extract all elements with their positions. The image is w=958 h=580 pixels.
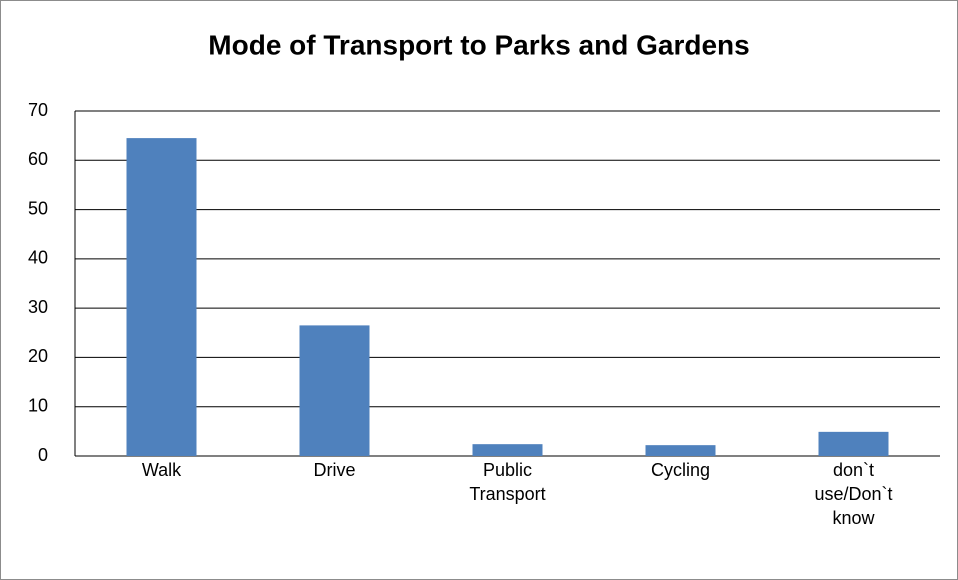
- x-tick-label: don`t use/Don`t know: [814, 460, 893, 528]
- y-tick-label: 30: [28, 297, 48, 317]
- bar: [472, 444, 543, 456]
- y-tick-label: 70: [28, 100, 48, 120]
- x-tick-label: Drive: [313, 460, 356, 480]
- y-tick-label: 50: [28, 198, 48, 218]
- x-tick-label: Public Transport: [469, 460, 546, 504]
- bar: [645, 445, 716, 456]
- y-tick-label: 60: [28, 149, 48, 169]
- chart-title: Mode of Transport to Parks and Gardens: [208, 29, 749, 60]
- y-tick-label: 40: [28, 248, 48, 268]
- x-tick-label: Cycling: [650, 460, 711, 480]
- bar: [126, 138, 197, 456]
- y-tick-label: 10: [28, 395, 48, 415]
- y-tick-label: 20: [28, 346, 48, 366]
- bar: [299, 325, 370, 456]
- bar: [818, 431, 889, 456]
- y-tick-label: 0: [38, 445, 48, 465]
- x-tick-label: Walk: [141, 460, 182, 480]
